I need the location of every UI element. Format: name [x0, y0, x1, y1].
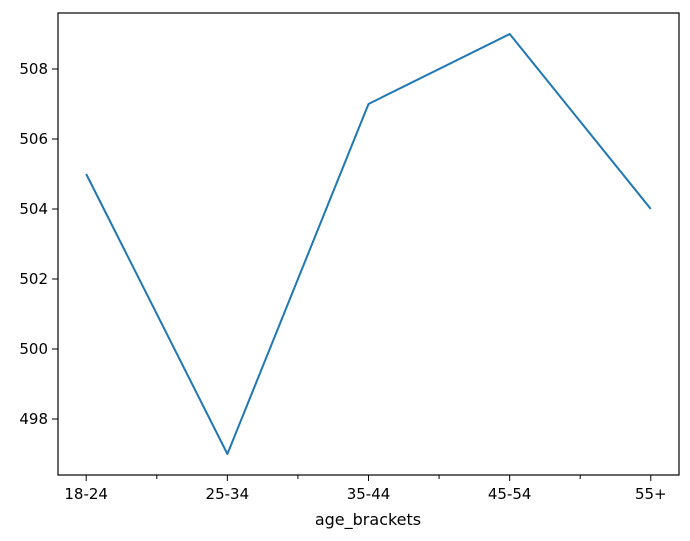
x-tick-label: 25-34: [206, 485, 250, 503]
x-tick-label: 18-24: [64, 485, 108, 503]
series-layer: [85, 33, 652, 455]
y-tick-label: 502: [19, 270, 48, 288]
y-tick-label: 508: [19, 60, 48, 78]
series-line: [85, 33, 652, 455]
x-axis-label: age_brackets: [315, 510, 421, 530]
plot-area: [57, 12, 680, 476]
y-axis: 498 500 502 504 506 508: [19, 60, 58, 428]
y-tick-label: 498: [19, 410, 48, 428]
x-tick-label: 45-54: [488, 485, 532, 503]
y-tick-label: 504: [19, 200, 48, 218]
x-axis: 18-24 25-34 35-44 45-54 55+: [64, 475, 667, 503]
y-tick-label: 500: [19, 340, 48, 358]
x-tick-label: 55+: [635, 485, 667, 503]
y-tick-label: 506: [19, 130, 48, 148]
x-tick-label: 35-44: [347, 485, 391, 503]
